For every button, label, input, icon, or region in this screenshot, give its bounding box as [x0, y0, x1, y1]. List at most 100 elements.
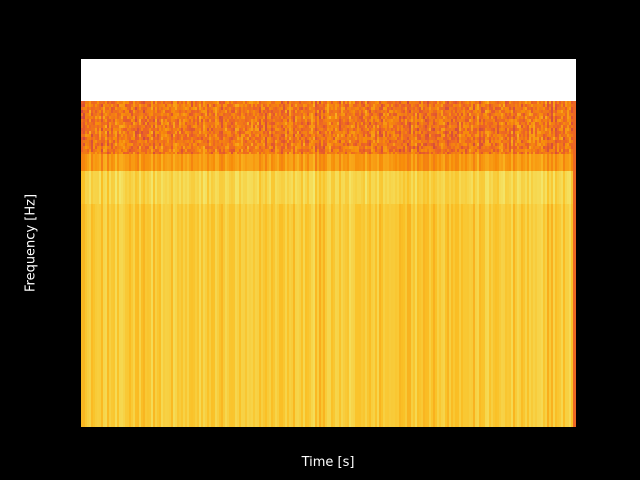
spectrogram-cell	[249, 149, 252, 153]
spectrogram-cell	[131, 125, 134, 129]
spectrogram-cell	[223, 107, 226, 111]
spectrogram-cell	[335, 146, 338, 150]
spectrogram-cell	[375, 113, 378, 117]
spectrogram-cell	[233, 110, 236, 114]
spectrogram-cell	[143, 104, 146, 108]
spectrogram-cell	[409, 154, 412, 172]
spectrogram-cell	[233, 171, 236, 205]
spectrogram-cell	[443, 110, 446, 114]
spectrogram-cell	[509, 137, 512, 141]
spectrogram-cell	[239, 154, 242, 172]
spectrogram-cell	[151, 154, 154, 172]
spectrogram-cell	[87, 154, 90, 172]
spectrogram-cell	[255, 113, 258, 117]
spectrogram-cell	[85, 171, 88, 205]
spectrogram-cell	[187, 154, 190, 172]
spectrogram-cell	[125, 171, 128, 205]
spectrogram-cell	[553, 113, 556, 117]
spectrogram-cell	[533, 116, 536, 120]
spectrogram-cell	[275, 134, 278, 138]
spectrogram-cell	[215, 128, 218, 132]
spectrogram-cell	[173, 119, 176, 123]
spectrogram-cell	[289, 154, 292, 172]
spectrogram-cell	[145, 125, 148, 129]
spectrogram-cell	[327, 119, 330, 123]
spectrogram-cell	[383, 137, 386, 141]
spectrogram-cell	[97, 119, 100, 123]
spectrogram-cell	[329, 137, 332, 141]
spectrogram-cell	[231, 122, 234, 126]
spectrogram-cell	[425, 122, 428, 126]
spectrogram-cell	[207, 171, 210, 205]
spectrogram-cell	[205, 104, 208, 108]
spectrogram-cell	[445, 140, 448, 144]
spectrogram-cell	[495, 119, 498, 123]
spectrogram-cell	[159, 134, 162, 138]
spectrogram-cell	[511, 110, 514, 114]
spectrogram-cell	[467, 125, 470, 129]
spectrogram-cell	[531, 104, 534, 108]
spectrogram-cell	[163, 140, 166, 144]
spectrogram-cell	[465, 110, 468, 114]
spectrogram-cell	[575, 128, 576, 132]
spectrogram-cell	[575, 149, 576, 153]
spectrogram-cell	[195, 146, 198, 150]
spectrogram-cell	[417, 104, 420, 108]
spectrogram-cell	[447, 152, 450, 155]
spectrogram-cell	[227, 128, 230, 132]
spectrogram-cell	[87, 171, 90, 205]
spectrogram-cell	[459, 171, 462, 205]
spectrogram-cell	[243, 128, 246, 132]
spectrogram-cell	[549, 107, 552, 111]
spectrogram-cell	[227, 113, 230, 117]
spectrogram-cell	[263, 140, 266, 144]
spectrogram-cell	[141, 152, 144, 155]
spectrogram-cell	[513, 128, 516, 132]
spectrogram-cell	[129, 122, 132, 126]
spectrogram-cell	[223, 128, 226, 132]
spectrogram-cell	[449, 171, 452, 205]
spectrogram-cell	[143, 152, 146, 155]
spectrogram-cell	[381, 143, 384, 147]
spectrogram-cell	[383, 101, 386, 105]
spectrogram-cell	[433, 107, 436, 111]
spectrogram-cell	[401, 149, 404, 153]
spectrogram-cell	[421, 110, 424, 114]
spectrogram-cell	[555, 154, 558, 172]
spectrogram-cell	[421, 143, 424, 147]
spectrogram-cell	[309, 128, 312, 132]
spectrogram-cell	[287, 154, 290, 172]
spectrogram-cell	[317, 125, 320, 129]
spectrogram-cell	[125, 137, 128, 141]
spectrogram-cell	[557, 143, 560, 147]
spectrogram-cell	[517, 116, 520, 120]
spectrogram-cell	[87, 119, 90, 123]
spectrogram-cell	[563, 104, 566, 108]
spectrogram-cell	[433, 146, 436, 150]
spectrogram-cell	[249, 154, 252, 172]
spectrogram-cell	[461, 101, 464, 105]
spectrogram-cell	[359, 171, 362, 205]
spectrogram-cell	[385, 104, 388, 108]
spectrogram-cell	[213, 134, 216, 138]
spectrogram-cell	[471, 146, 474, 150]
spectrogram-cell	[431, 143, 434, 147]
spectrogram-cell	[293, 110, 296, 114]
spectrogram-cell	[567, 113, 570, 117]
spectrogram-cell	[297, 113, 300, 117]
spectrogram-cell	[465, 107, 468, 111]
spectrogram-cell	[363, 134, 366, 138]
spectrogram-cell	[377, 116, 380, 120]
spectrogram-cell	[329, 128, 332, 132]
spectrogram-cell	[471, 140, 474, 144]
spectrogram-cell	[485, 104, 488, 108]
spectrogram-cell	[225, 119, 228, 123]
spectrogram-cell	[469, 119, 472, 123]
spectrogram-cell	[303, 152, 306, 155]
spectrogram-cell	[533, 149, 536, 153]
spectrogram-cell	[109, 140, 112, 144]
spectrogram-cell	[101, 104, 104, 108]
spectrogram-cell	[277, 131, 280, 135]
spectrogram-cell	[269, 128, 272, 132]
spectrogram-cell	[293, 122, 296, 126]
